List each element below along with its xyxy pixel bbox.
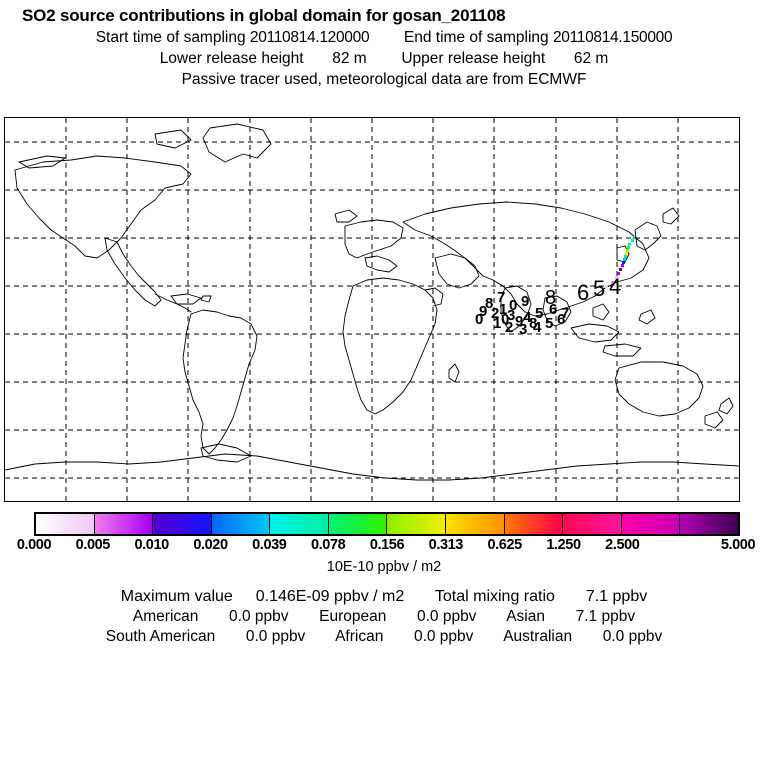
colorbar-segment-6 bbox=[387, 514, 447, 534]
colorbar-tick-10: 2.500 bbox=[605, 537, 640, 553]
colorbar-tick-4: 0.039 bbox=[252, 537, 287, 553]
map-plot-area: 4 5 6 8 9 0 1 2 3 4 5 6 7 8 9 0 1 bbox=[4, 117, 740, 502]
colorbar-tick-1: 0.005 bbox=[75, 537, 111, 553]
region-name-african: African bbox=[335, 628, 384, 645]
svg-text:4: 4 bbox=[533, 319, 542, 336]
colorbar-tick-2: 0.010 bbox=[134, 537, 170, 553]
region-name-european: European bbox=[319, 608, 387, 625]
trajectory-labels: 4 5 6 8 9 0 1 2 3 4 5 6 7 8 9 0 1 bbox=[475, 274, 621, 338]
colorbar-segment-5 bbox=[328, 514, 388, 534]
colorbar-segment-7 bbox=[446, 514, 505, 534]
colorbar-tick-11: 5.000 bbox=[720, 537, 756, 553]
total-mixing-ratio-value: 7.1 ppbv bbox=[585, 588, 648, 605]
region-value-south-american: 0.0 ppbv bbox=[245, 628, 306, 645]
colorbar-tick-7: 0.313 bbox=[428, 537, 464, 553]
svg-text:9: 9 bbox=[479, 303, 487, 320]
svg-text:9: 9 bbox=[515, 313, 523, 330]
colorbar-segment-4 bbox=[270, 514, 329, 534]
total-mixing-ratio-label: Total mixing ratio bbox=[434, 588, 555, 605]
colorbar-segment-0 bbox=[36, 514, 95, 534]
svg-text:0: 0 bbox=[501, 311, 509, 328]
svg-text:8: 8 bbox=[545, 287, 556, 309]
svg-text:3: 3 bbox=[507, 307, 515, 324]
stats-row-regions-1: American 0.0 ppbv European 0.0 ppbv Asia… bbox=[0, 608, 768, 626]
page-title: SO2 source contributions in global domai… bbox=[22, 6, 506, 25]
svg-text:6: 6 bbox=[577, 280, 589, 305]
region-value-asian: 7.1 ppbv bbox=[575, 608, 636, 625]
svg-text:1: 1 bbox=[493, 315, 501, 332]
lower-release-label: Lower release height bbox=[159, 50, 304, 67]
statistics-block: Maximum value 0.146E-09 ppbv / m2 Total … bbox=[0, 588, 768, 648]
world-map: 4 5 6 8 9 0 1 2 3 4 5 6 7 8 9 0 1 bbox=[5, 118, 739, 501]
colorbar-tick-6: 0.156 bbox=[369, 537, 405, 553]
colorbar-tick-9: 1.250 bbox=[546, 537, 581, 553]
region-value-european: 0.0 ppbv bbox=[416, 608, 477, 625]
svg-text:0: 0 bbox=[509, 297, 517, 314]
colorbar-segment-10 bbox=[621, 514, 681, 534]
max-value-label: Maximum value bbox=[120, 588, 233, 605]
stats-row-regions-2: South American 0.0 ppbv African 0.0 ppbv… bbox=[0, 628, 768, 646]
colorbar-segment-2 bbox=[153, 514, 212, 534]
svg-text:7: 7 bbox=[497, 289, 505, 306]
colorbar-segment-3 bbox=[211, 514, 271, 534]
svg-text:5: 5 bbox=[593, 276, 605, 301]
colorbar-tick-8: 0.625 bbox=[487, 537, 523, 553]
svg-text:6: 6 bbox=[549, 301, 557, 318]
colorbar-tick-labels: 0.000 0.005 0.010 0.020 0.039 0.078 0.156 0.313… bbox=[0, 537, 768, 555]
svg-text:4: 4 bbox=[609, 274, 621, 299]
start-time-value: 20110814.120000 bbox=[249, 29, 370, 46]
svg-text:6: 6 bbox=[557, 311, 565, 328]
end-time-label: End time of sampling bbox=[403, 29, 549, 46]
plume-cells bbox=[605, 236, 635, 288]
svg-text:5: 5 bbox=[545, 315, 553, 332]
colorbar-tick-0: 0.000 bbox=[16, 537, 52, 553]
stats-row-summary: Maximum value 0.146E-09 ppbv / m2 Total … bbox=[0, 588, 768, 606]
svg-text:5: 5 bbox=[535, 305, 543, 322]
svg-text:1: 1 bbox=[499, 301, 507, 318]
upper-release-label: Upper release height bbox=[401, 50, 546, 67]
region-name-south-american: South American bbox=[105, 628, 216, 645]
start-time-label: Start time of sampling bbox=[95, 29, 246, 46]
colorbar-unit-label: 10E-10 ppbv / m2 bbox=[326, 559, 442, 575]
colorbar bbox=[34, 512, 740, 536]
release-height-row: Lower release height 82 m Upper release … bbox=[0, 50, 768, 68]
max-value: 0.146E-09 ppbv / m2 bbox=[255, 588, 405, 605]
region-value-american: 0.0 ppbv bbox=[229, 608, 289, 625]
end-time-value: 20110814.150000 bbox=[552, 29, 673, 46]
region-value-australian: 0.0 ppbv bbox=[602, 628, 663, 645]
colorbar-tick-5: 0.078 bbox=[311, 537, 346, 553]
tracer-note: Passive tracer used, meteorological data… bbox=[181, 71, 587, 88]
svg-text:2: 2 bbox=[491, 305, 499, 322]
svg-text:8: 8 bbox=[485, 295, 493, 312]
svg-text:2: 2 bbox=[505, 319, 513, 336]
sampling-time-row: Start time of sampling 20110814.120000 E… bbox=[0, 29, 768, 47]
region-name-american: American bbox=[132, 608, 199, 625]
colorbar-tick-3: 0.020 bbox=[193, 537, 228, 553]
colorbar-segment-8 bbox=[504, 514, 564, 534]
region-name-asian: Asian bbox=[506, 608, 545, 625]
svg-text:8: 8 bbox=[529, 315, 537, 332]
svg-text:9: 9 bbox=[521, 293, 529, 310]
svg-text:7: 7 bbox=[561, 305, 569, 322]
lower-release-value: 82 m bbox=[332, 50, 367, 67]
svg-text:3: 3 bbox=[519, 321, 527, 338]
region-value-african: 0.0 ppbv bbox=[413, 628, 474, 645]
colorbar-segment-9 bbox=[563, 514, 622, 534]
region-name-australian: Australian bbox=[503, 628, 573, 645]
upper-release-value: 62 m bbox=[573, 50, 609, 67]
map-gridlines bbox=[5, 118, 739, 501]
svg-text:0: 0 bbox=[475, 311, 483, 328]
coastlines bbox=[5, 123, 739, 481]
colorbar-segment-1 bbox=[94, 514, 154, 534]
svg-text:4: 4 bbox=[523, 309, 532, 326]
colorbar-segment-11 bbox=[680, 514, 738, 534]
figure-header: SO2 source contributions in global domai… bbox=[0, 0, 768, 89]
